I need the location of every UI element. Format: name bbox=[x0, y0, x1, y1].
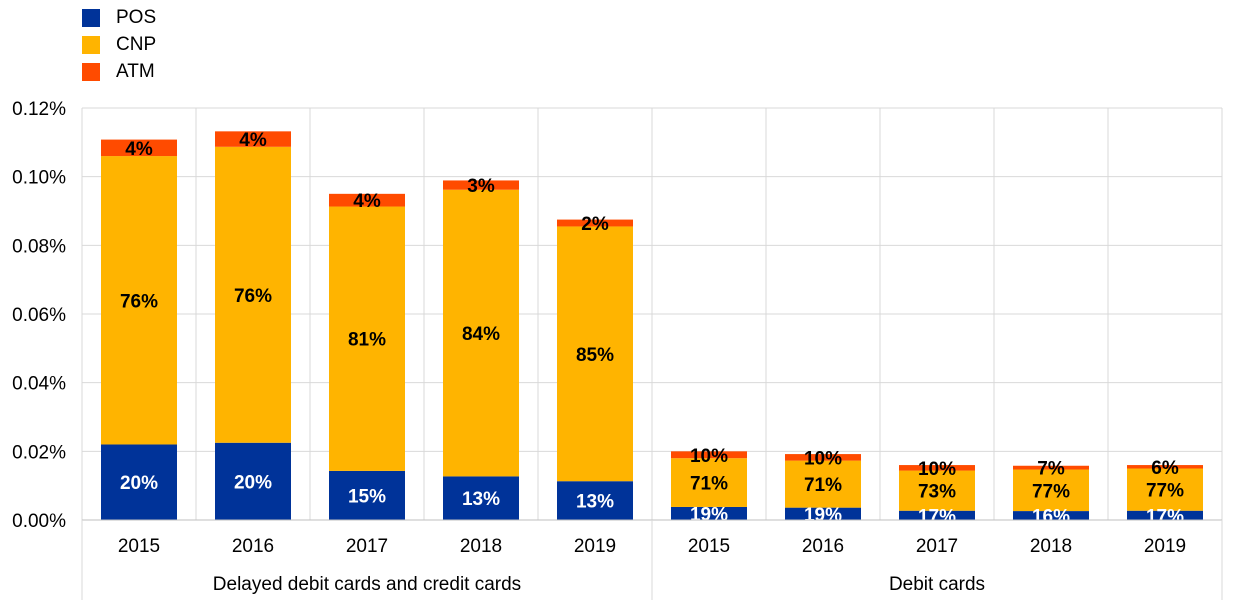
bar-pos bbox=[215, 442, 291, 520]
data-label-cnp: 84% bbox=[462, 324, 500, 345]
data-label-cnp: 77% bbox=[1032, 481, 1070, 502]
x-tick-label: 2016 bbox=[802, 536, 844, 557]
group-label: Debit cards bbox=[889, 574, 985, 595]
bar-pos bbox=[101, 444, 177, 520]
bar-cnp bbox=[671, 458, 747, 507]
data-label-atm: 10% bbox=[918, 459, 956, 480]
legend-label: POS bbox=[116, 6, 157, 28]
bar-atm bbox=[329, 193, 405, 207]
bar-cnp bbox=[1127, 468, 1203, 511]
data-label-pos: 20% bbox=[234, 472, 272, 493]
x-tick-label: 2018 bbox=[460, 536, 502, 557]
data-label-atm: 7% bbox=[1037, 459, 1065, 480]
bar-atm bbox=[215, 131, 291, 147]
bar-pos bbox=[785, 507, 861, 520]
legend-label: ATM bbox=[116, 60, 155, 82]
legend-swatch bbox=[82, 8, 100, 27]
y-tick-label: 0.02% bbox=[12, 442, 66, 463]
data-label-atm: 4% bbox=[125, 139, 153, 160]
bar-atm bbox=[557, 219, 633, 227]
x-tick-label: 2019 bbox=[574, 536, 616, 557]
data-label-cnp: 71% bbox=[804, 475, 842, 496]
data-label-pos: 17% bbox=[918, 506, 956, 527]
x-tick-label: 2015 bbox=[688, 536, 730, 557]
y-tick-label: 0.06% bbox=[12, 305, 66, 326]
x-tick-label: 2015 bbox=[118, 536, 160, 557]
legend-item: CNP bbox=[82, 31, 156, 58]
data-label-atm: 4% bbox=[239, 130, 267, 151]
data-label-pos: 16% bbox=[1032, 507, 1070, 528]
data-label-cnp: 77% bbox=[1146, 481, 1184, 502]
data-label-pos: 19% bbox=[804, 505, 842, 526]
bar-cnp bbox=[1013, 469, 1089, 512]
group-label: Delayed debit cards and credit cards bbox=[213, 574, 521, 595]
bar-pos bbox=[1127, 510, 1203, 520]
legend-swatch bbox=[82, 62, 100, 81]
y-tick-label: 0.00% bbox=[12, 511, 66, 532]
bar-atm bbox=[1127, 465, 1203, 469]
legend-item: POS bbox=[82, 4, 156, 31]
data-label-atm: 4% bbox=[353, 191, 381, 212]
y-tick-label: 0.04% bbox=[12, 374, 66, 395]
y-tick-label: 0.12% bbox=[12, 99, 66, 120]
y-tick-label: 0.10% bbox=[12, 168, 66, 189]
bar-cnp bbox=[785, 460, 861, 508]
bar-pos bbox=[1013, 511, 1089, 520]
data-label-cnp: 73% bbox=[918, 482, 956, 503]
data-label-pos: 15% bbox=[348, 486, 386, 507]
bar-atm bbox=[785, 454, 861, 461]
bar-cnp bbox=[215, 146, 291, 443]
data-label-cnp: 76% bbox=[120, 291, 158, 312]
bar-cnp bbox=[101, 156, 177, 445]
bar-pos bbox=[671, 506, 747, 520]
bar-pos bbox=[443, 476, 519, 520]
data-label-pos: 20% bbox=[120, 473, 158, 494]
data-label-pos: 13% bbox=[576, 492, 614, 513]
data-label-cnp: 81% bbox=[348, 330, 386, 351]
data-label-atm: 3% bbox=[467, 176, 495, 197]
bar-cnp bbox=[557, 226, 633, 482]
bar-atm bbox=[1013, 465, 1089, 470]
legend-label: CNP bbox=[116, 33, 157, 55]
legend: POS CNP ATM bbox=[82, 4, 156, 85]
bar-cnp bbox=[443, 189, 519, 477]
data-label-cnp: 76% bbox=[234, 286, 272, 307]
bar-atm bbox=[101, 139, 177, 157]
data-label-pos: 17% bbox=[1146, 506, 1184, 527]
x-tick-label: 2016 bbox=[232, 536, 274, 557]
data-label-pos: 19% bbox=[690, 504, 728, 525]
x-tick-label: 2018 bbox=[1030, 536, 1072, 557]
bar-atm bbox=[899, 465, 975, 471]
bar-pos bbox=[557, 481, 633, 520]
data-label-atm: 6% bbox=[1151, 458, 1179, 479]
bar-cnp bbox=[899, 470, 975, 511]
data-label-cnp: 85% bbox=[576, 345, 614, 366]
y-tick-label: 0.08% bbox=[12, 236, 66, 257]
data-label-pos: 13% bbox=[462, 489, 500, 510]
legend-swatch bbox=[82, 35, 100, 54]
data-label-atm: 10% bbox=[690, 446, 728, 467]
bar-atm bbox=[443, 180, 519, 190]
bar-pos bbox=[329, 470, 405, 520]
legend-item: ATM bbox=[82, 58, 156, 85]
data-label-cnp: 71% bbox=[690, 474, 728, 495]
data-label-atm: 2% bbox=[581, 214, 609, 235]
x-tick-label: 2019 bbox=[1144, 536, 1186, 557]
bar-atm bbox=[671, 451, 747, 459]
bar-pos bbox=[899, 510, 975, 520]
bar-cnp bbox=[329, 206, 405, 471]
x-tick-label: 2017 bbox=[916, 536, 958, 557]
x-tick-label: 2017 bbox=[346, 536, 388, 557]
data-label-atm: 10% bbox=[804, 448, 842, 469]
